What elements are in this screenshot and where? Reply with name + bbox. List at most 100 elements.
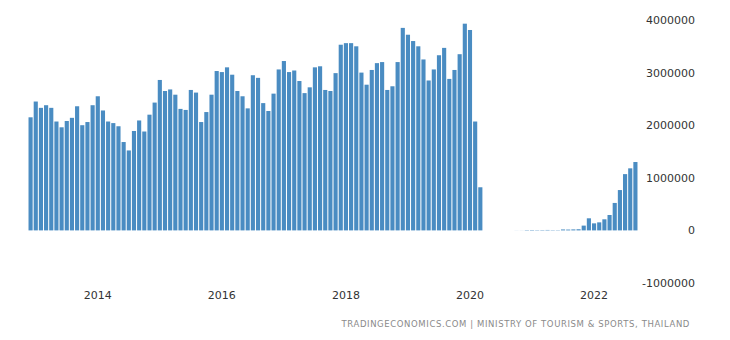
bar [106,122,110,231]
x-axis: 20142016201820202022 [84,289,608,302]
chart: -100000001000000200000030000004000000 201… [0,0,730,340]
bar [545,229,549,230]
bar [137,120,141,230]
bar [194,93,198,231]
bar [385,90,389,230]
bar [566,229,570,231]
bar [282,61,286,230]
bar [34,102,38,231]
y-axis: -100000001000000200000030000004000000 [642,14,695,290]
bar [303,93,307,230]
bar [551,230,555,231]
bar [468,30,472,230]
bar [530,229,534,230]
bar [91,105,95,230]
bar [308,87,312,230]
bar [49,108,53,231]
bar [401,28,405,231]
bar [261,103,265,230]
x-tick-label: 2016 [208,289,236,302]
bar [556,230,560,231]
bar [582,226,586,231]
bar [334,73,338,230]
bar [576,229,580,230]
y-tick-label: 3000000 [646,67,695,80]
bar [437,55,441,230]
bar [39,108,43,231]
bar [509,230,513,231]
bar [225,67,229,230]
bar [75,106,79,230]
bar [122,142,126,230]
y-tick-label: -1000000 [642,277,695,290]
x-tick-label: 2022 [580,289,608,302]
bar [29,117,33,230]
bar [447,79,451,230]
bar [230,75,234,231]
bar [473,122,477,231]
bar [271,94,275,231]
bar [215,71,219,230]
bar [287,72,291,230]
bar [499,230,503,231]
bar [525,230,529,231]
bar [359,73,363,231]
bar [220,72,224,230]
bar [209,95,213,231]
bar [116,126,120,230]
bar [313,67,317,230]
bar [514,230,518,231]
bar [349,43,353,230]
bar [618,190,622,230]
bar [592,223,596,230]
bar [54,122,58,231]
bar [189,90,193,230]
bar [613,203,617,230]
bar [628,168,632,230]
bar [587,218,591,230]
bar [411,41,415,230]
y-tick-label: 1000000 [646,172,695,185]
bar [561,229,565,231]
bar [65,121,69,230]
bar [96,96,100,230]
bar [297,81,301,230]
bar [142,132,146,231]
bar [184,110,188,230]
bar [339,45,343,231]
bar [370,70,374,230]
bar [246,108,250,230]
bar [204,112,208,230]
bar [318,66,322,230]
bar [520,230,524,231]
bars [29,24,638,231]
bar [127,150,131,230]
bar [235,91,239,230]
bar [489,230,493,231]
bar [432,69,436,230]
bar [60,127,64,230]
bar [323,90,327,230]
bar [173,95,177,231]
bar [168,89,172,230]
bar [44,105,48,230]
bar [147,115,151,231]
bar [633,162,637,230]
bar [406,35,410,231]
bar [178,109,182,231]
bar [608,215,612,230]
bar [85,122,89,230]
bar [375,63,379,230]
x-tick-label: 2020 [456,289,484,302]
bar [504,230,508,231]
bar [70,118,74,231]
source: TRADINGECONOMICS.COM | MINISTRY OF TOURI… [341,319,690,329]
bar [535,230,539,231]
bar [463,24,467,231]
x-tick-label: 2014 [84,289,112,302]
bar [344,43,348,230]
bar [163,91,167,230]
bar [478,187,482,230]
bar [365,85,369,231]
bar [571,229,575,231]
